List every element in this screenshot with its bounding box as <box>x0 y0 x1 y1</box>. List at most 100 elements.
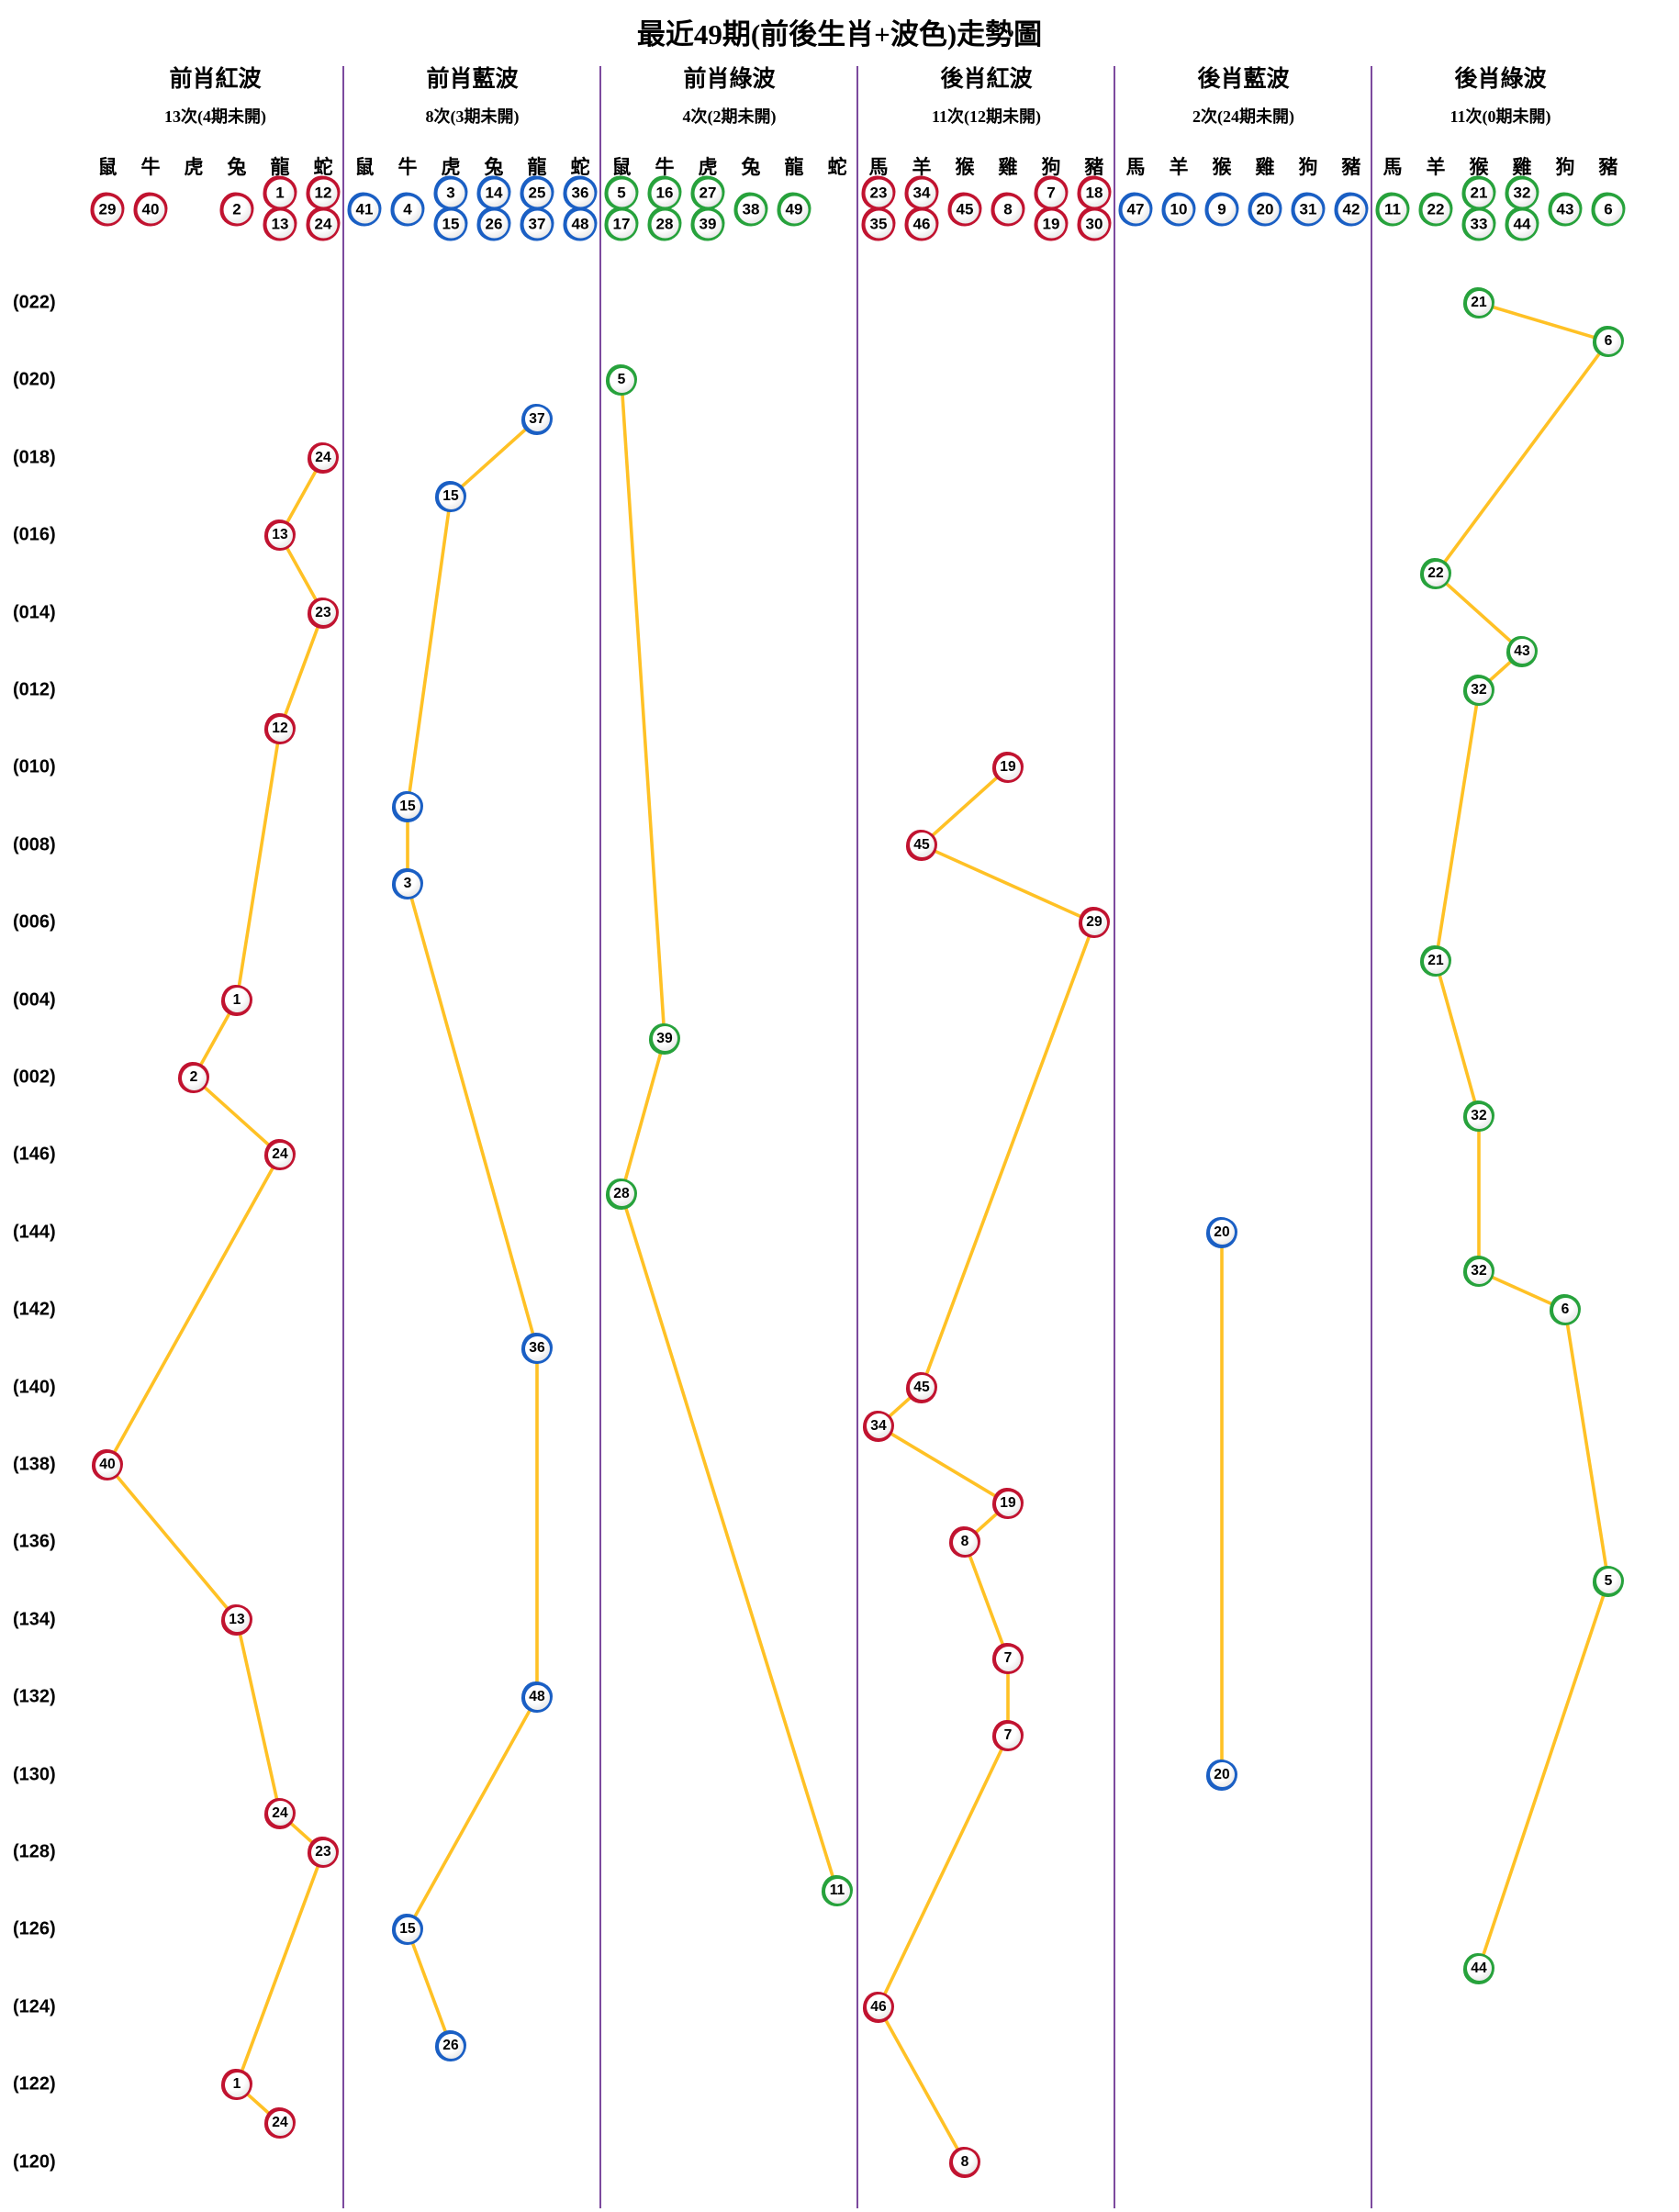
header-ball: 19 <box>1034 207 1069 241</box>
column-divider-line <box>599 66 601 2208</box>
row-label: (006) <box>13 911 56 933</box>
row-label: (022) <box>13 292 56 313</box>
chart-ball: 13 <box>264 519 296 552</box>
header-ball: 24 <box>306 207 341 241</box>
panel-title: 後肖藍波 <box>1197 67 1290 92</box>
header-ball: 44 <box>1505 207 1539 241</box>
chart-ball: 29 <box>1079 907 1110 939</box>
header-ball: 46 <box>904 207 939 241</box>
zodiac-label: 牛 <box>140 156 161 178</box>
header-ball: 22 <box>1418 192 1453 227</box>
chart-ball: 36 <box>521 1333 553 1365</box>
row-label: (146) <box>13 1144 56 1165</box>
chart-ball: 46 <box>863 1991 894 2023</box>
row-label: (120) <box>13 2151 56 2173</box>
chart-ball: 15 <box>435 481 466 512</box>
chart-ball: 24 <box>264 1797 296 1829</box>
header-ball: 2 <box>219 192 254 227</box>
header-ball: 45 <box>947 192 982 227</box>
chart-ball: 48 <box>521 1681 553 1714</box>
row-label: (134) <box>13 1609 56 1630</box>
chart-ball: 7 <box>992 1643 1024 1674</box>
chart-ball: 45 <box>906 1371 937 1403</box>
zodiac-label: 猴 <box>1212 156 1232 178</box>
header-ball: 11 <box>1375 192 1410 227</box>
header-ball: 26 <box>476 207 511 241</box>
chart-ball: 21 <box>1463 287 1494 318</box>
chart-ball: 23 <box>308 597 339 629</box>
panel-count: 11次(12期未開) <box>932 107 1041 126</box>
header-ball: 40 <box>133 192 168 227</box>
chart-ball: 45 <box>906 829 937 861</box>
header-ball: 43 <box>1548 192 1583 227</box>
chart-ball: 34 <box>863 1410 894 1442</box>
row-label: (008) <box>13 834 56 855</box>
zodiac-label: 牛 <box>397 156 418 178</box>
chart-ball: 1 <box>221 984 252 1016</box>
row-label: (136) <box>13 1531 56 1552</box>
panel-count: 8次(3期未開) <box>425 107 520 126</box>
row-label: (128) <box>13 1841 56 1862</box>
panel-title: 前肖藍波 <box>426 67 519 92</box>
zodiac-label: 蛇 <box>827 156 847 178</box>
zodiac-label: 虎 <box>441 156 461 178</box>
row-label: (130) <box>13 1764 56 1785</box>
chart-ball: 6 <box>1593 326 1624 358</box>
zodiac-label: 馬 <box>868 156 889 178</box>
header-ball: 16 <box>647 175 682 210</box>
header-ball: 31 <box>1291 192 1326 227</box>
header-ball: 25 <box>520 175 554 210</box>
zodiac-label: 馬 <box>1125 156 1146 178</box>
chart-ball: 12 <box>264 713 296 745</box>
header-ball: 7 <box>1034 175 1069 210</box>
header-ball: 36 <box>563 175 598 210</box>
panel-count: 2次(24期未開) <box>1192 107 1294 126</box>
zodiac-label: 狗 <box>1041 156 1061 178</box>
header-ball: 47 <box>1118 192 1153 227</box>
chart-ball: 8 <box>949 2146 980 2178</box>
chart-ball: 24 <box>308 441 339 474</box>
panel-title: 前肖綠波 <box>683 67 776 92</box>
header-ball: 8 <box>991 192 1025 227</box>
column-divider-line <box>856 66 858 2208</box>
header-ball: 28 <box>647 207 682 241</box>
zodiac-label: 鼠 <box>611 156 632 178</box>
row-label: (002) <box>13 1067 56 1088</box>
header-ball: 4 <box>390 192 425 227</box>
panel-count: 11次(0期未開) <box>1450 107 1551 126</box>
header-ball: 32 <box>1505 175 1539 210</box>
zodiac-label: 龍 <box>270 156 290 178</box>
header-ball: 1 <box>263 175 297 210</box>
zodiac-label: 豬 <box>1084 156 1104 178</box>
header-ball: 21 <box>1461 175 1496 210</box>
chart-ball: 11 <box>822 1875 853 1907</box>
chart-ball: 6 <box>1550 1294 1581 1326</box>
zodiac-label: 牛 <box>655 156 675 178</box>
header-ball: 13 <box>263 207 297 241</box>
chart-ball: 28 <box>606 1178 637 1210</box>
header-ball: 38 <box>733 192 768 227</box>
header-ball: 41 <box>347 192 382 227</box>
chart-ball: 32 <box>1463 675 1494 706</box>
zodiac-label: 雞 <box>1255 156 1275 178</box>
header-ball: 34 <box>904 175 939 210</box>
header-ball: 20 <box>1248 192 1282 227</box>
chart-ball: 32 <box>1463 1100 1494 1133</box>
chart-ball: 39 <box>649 1022 680 1055</box>
header-ball: 9 <box>1204 192 1239 227</box>
header-ball: 30 <box>1077 207 1112 241</box>
row-label: (144) <box>13 1222 56 1243</box>
zodiac-label: 蛇 <box>570 156 590 178</box>
chart-ball: 21 <box>1420 945 1451 978</box>
zodiac-label: 猴 <box>1469 156 1489 178</box>
chart-ball: 23 <box>308 1837 339 1868</box>
row-label: (126) <box>13 1918 56 1939</box>
row-label: (018) <box>13 447 56 468</box>
row-label: (012) <box>13 679 56 700</box>
chart-ball: 19 <box>992 1488 1024 1520</box>
zodiac-label: 鼠 <box>354 156 375 178</box>
chart-ball: 2 <box>178 1062 209 1093</box>
column-divider-line <box>342 66 344 2208</box>
chart-ball: 13 <box>221 1603 252 1636</box>
